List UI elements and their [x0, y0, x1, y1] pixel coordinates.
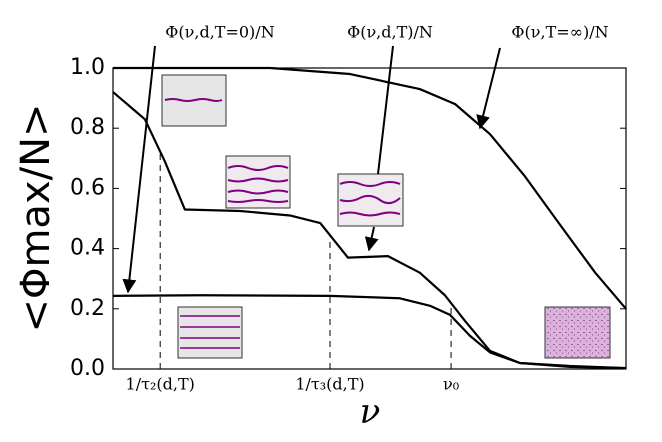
y-tick-label: 0.4	[70, 236, 105, 261]
series-line	[112, 294, 627, 370]
y-tick-label: 1.0	[70, 55, 105, 80]
y-axis-label: <Φmax/N>	[13, 103, 59, 332]
series-line	[113, 66, 627, 310]
annotation-arrow	[122, 45, 156, 294]
y-tick-label: 0.8	[70, 115, 105, 140]
annotation-arrow	[377, 45, 394, 175]
annotation-arrow	[476, 47, 501, 130]
x-axis-label: ν	[360, 392, 381, 432]
x-tick-label: 1/τ₃(d,T)	[295, 375, 364, 394]
y-tick-label: 0.6	[70, 175, 105, 200]
y-tick-label: 0.2	[70, 296, 105, 321]
annotation: Φ(ν,d,T=0)/N	[165, 23, 274, 42]
plot-frame	[112, 67, 627, 370]
y-tick-label: 0.0	[70, 356, 105, 381]
insets	[161, 74, 611, 359]
annotation: Φ(ν,d,T)/N	[347, 23, 433, 42]
x-tick-label: 1/τ₂(d,T)	[126, 375, 195, 394]
annotation: Φ(ν,T=∞)/N	[511, 23, 608, 42]
x-tick-label: ν₀	[443, 375, 459, 394]
annotation-arrow	[364, 226, 379, 252]
